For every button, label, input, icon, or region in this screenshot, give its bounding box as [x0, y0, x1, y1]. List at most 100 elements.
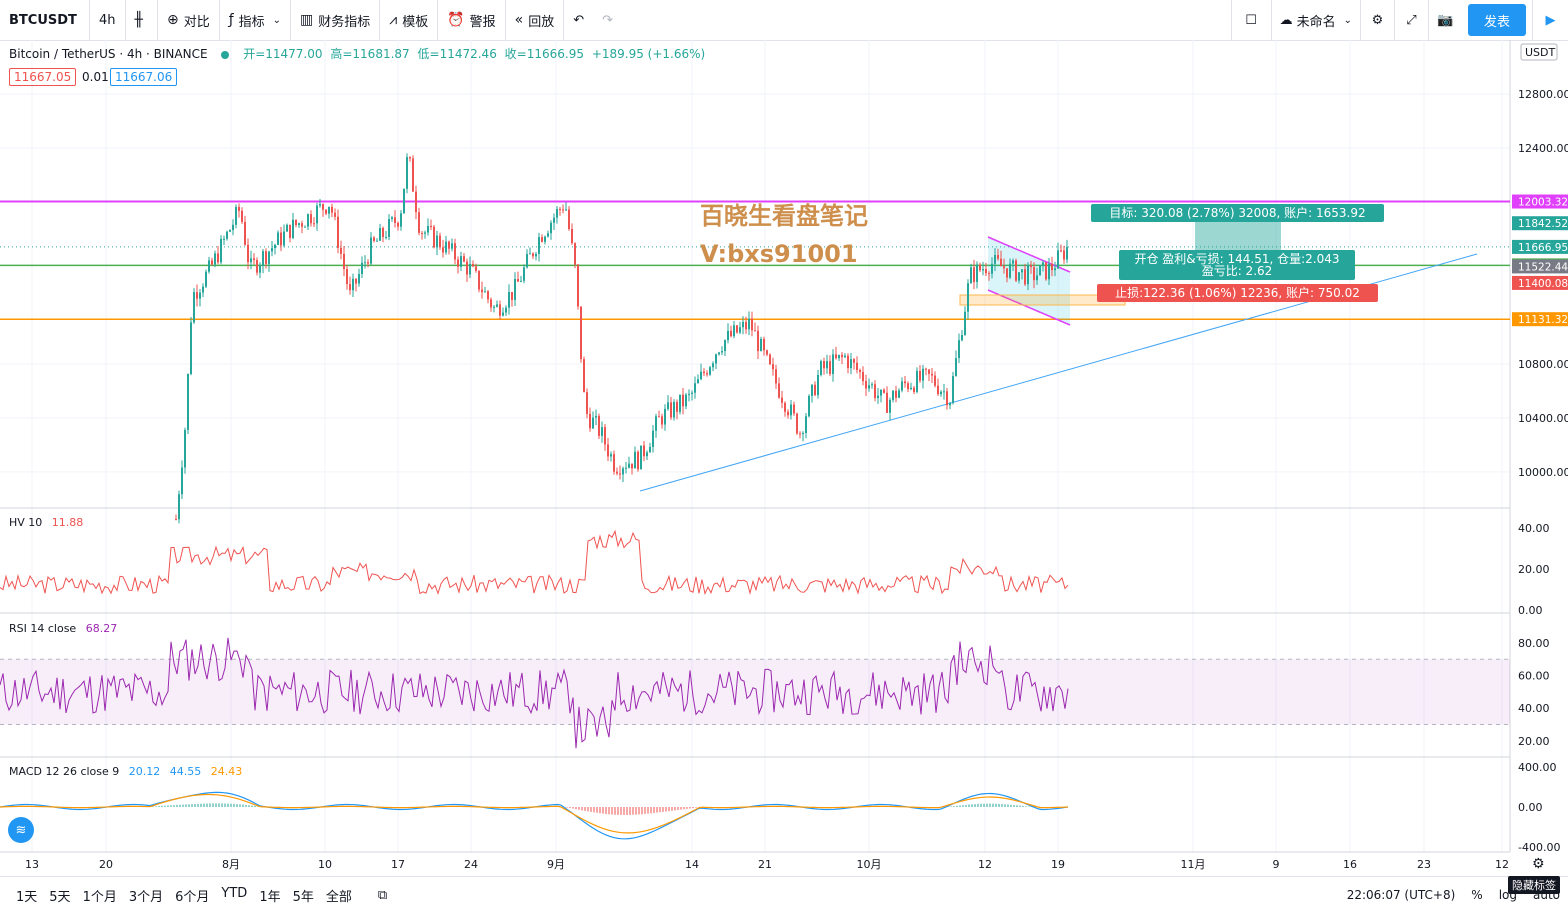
candle-body	[415, 191, 417, 213]
candle-body	[631, 463, 633, 469]
candle-body	[1000, 258, 1002, 267]
candle-body	[799, 433, 801, 435]
gear-icon: ⚙	[1371, 12, 1384, 28]
candle-body	[805, 416, 807, 433]
candle-body	[220, 238, 222, 263]
undo-button[interactable]: ↶	[564, 0, 593, 40]
candle-body	[556, 209, 558, 218]
candle-body	[391, 217, 393, 220]
range-4[interactable]: 6个月	[175, 889, 210, 905]
publish-button[interactable]: 发表	[1467, 4, 1526, 36]
candle-body	[733, 325, 735, 337]
candle-body	[1063, 250, 1065, 260]
ohlc-open: 开=11477.00	[243, 47, 323, 61]
chart-type-button[interactable]: ╫	[126, 0, 158, 40]
price-tag-2: 11666.95	[1518, 242, 1568, 254]
candle-body	[967, 283, 969, 312]
rsi-value: 68.27	[85, 622, 118, 635]
candle-body	[202, 286, 204, 293]
time-label-12: 11月	[1181, 858, 1206, 871]
candle-body	[400, 213, 402, 227]
candle-body	[1045, 262, 1047, 280]
candle-body	[610, 454, 612, 457]
goto-date-icon[interactable]: ⧉	[377, 887, 388, 903]
range-2[interactable]: 1个月	[82, 889, 117, 905]
candle-body	[907, 383, 909, 390]
candle-body	[460, 256, 462, 267]
candle-body	[937, 385, 939, 395]
compare-button[interactable]: ⊕ 对比	[158, 0, 220, 40]
time-label-0: 13	[25, 858, 39, 871]
chart-canvas[interactable]: 12800.0012400.0010800.0010400.0010000.00…	[0, 40, 1568, 876]
candle-body	[1036, 275, 1038, 281]
candle-body	[625, 467, 627, 469]
candle-body	[268, 251, 270, 264]
price-tick-0: 12800.00	[1518, 88, 1568, 101]
price-tag-6: 11400.08	[1518, 278, 1568, 290]
candle-body	[262, 251, 264, 266]
price-axis[interactable]: 12800.00 12400.00 10800.00 10400.00 10000.00…	[1512, 43, 1568, 854]
candle-body	[394, 217, 396, 223]
macd-value-3: 24.43	[210, 765, 243, 778]
candle-body	[1057, 250, 1059, 269]
clock[interactable]: 22:06:07 (UTC+8)	[1346, 888, 1456, 902]
bid-price[interactable]: 11667.05	[9, 68, 77, 86]
indicators-button[interactable]: ƒ 指标 ⌄	[220, 0, 292, 40]
candle-body	[457, 259, 459, 267]
range-6[interactable]: 1年	[259, 889, 281, 905]
candle-body	[208, 260, 210, 272]
candle-body	[598, 415, 600, 436]
symbol-search[interactable]: BTCUSDT	[0, 0, 90, 40]
hide-labels-button[interactable]: 隐藏标签	[1508, 876, 1560, 894]
fullscreen-layout-button[interactable]: ☐	[1230, 0, 1271, 40]
candle-body	[430, 225, 432, 227]
candle-body	[199, 292, 201, 299]
tradingview-logo-icon[interactable]: ≋	[8, 817, 34, 843]
range-5[interactable]: YTD	[221, 885, 248, 901]
interval-selector[interactable]: 4h	[90, 0, 126, 40]
candle-body	[235, 206, 237, 225]
candle-body	[916, 370, 918, 392]
percent-toggle[interactable]: %	[1471, 888, 1483, 902]
settings-button[interactable]: ⚙	[1359, 0, 1394, 40]
range-1[interactable]: 5天	[49, 889, 71, 905]
macd-tick-2: -400.00	[1518, 841, 1560, 854]
candle-body	[418, 212, 420, 233]
rsi-tick-0: 80.00	[1518, 637, 1550, 650]
candle-body	[397, 222, 399, 227]
candle-body	[772, 364, 774, 370]
play-button[interactable]: ▶	[1532, 0, 1568, 40]
candle-body	[1039, 265, 1041, 276]
layout-name-button[interactable]: ☁ 未命名 ⌄	[1270, 0, 1360, 40]
rsi-label: RSI 14 close	[9, 622, 77, 635]
template-icon: ⩘	[389, 12, 398, 28]
snapshot-button[interactable]: 📷	[1427, 0, 1462, 40]
fx-icon: ƒ	[228, 12, 234, 28]
candle-body	[763, 338, 765, 351]
candle-body	[652, 430, 654, 447]
candle-body	[742, 321, 744, 328]
candle-body	[523, 267, 525, 281]
candle-body	[178, 494, 180, 520]
rsi-series	[0, 637, 1510, 749]
candle-body	[925, 368, 927, 370]
templates-button[interactable]: ⩘ 模板	[380, 0, 439, 40]
range-3[interactable]: 3个月	[128, 889, 164, 905]
range-0[interactable]: 1天	[16, 889, 38, 905]
candle-body	[667, 402, 669, 409]
candle-body	[481, 289, 483, 293]
candle-body	[310, 214, 312, 224]
redo-button[interactable]: ↷	[593, 0, 622, 40]
range-7[interactable]: 5年	[292, 889, 314, 905]
ask-price[interactable]: 11667.06	[110, 68, 178, 86]
financials-button[interactable]: ▥ 财务指标	[291, 0, 381, 40]
candle-body	[1006, 268, 1008, 278]
range-8[interactable]: 全部	[325, 889, 352, 905]
time-label-7: 14	[685, 858, 699, 871]
candle-body	[934, 375, 936, 386]
candle-body	[448, 241, 450, 249]
replay-button[interactable]: «回放	[506, 0, 565, 40]
alert-button[interactable]: ⏰ 警报	[438, 0, 506, 40]
time-axis[interactable]: 13 20 8月 10 17 24 9月 14 21 10月 12 19 11月 9 16 23 12 ⚙	[25, 856, 1545, 872]
fullscreen-button[interactable]: ⤢	[1393, 0, 1428, 40]
